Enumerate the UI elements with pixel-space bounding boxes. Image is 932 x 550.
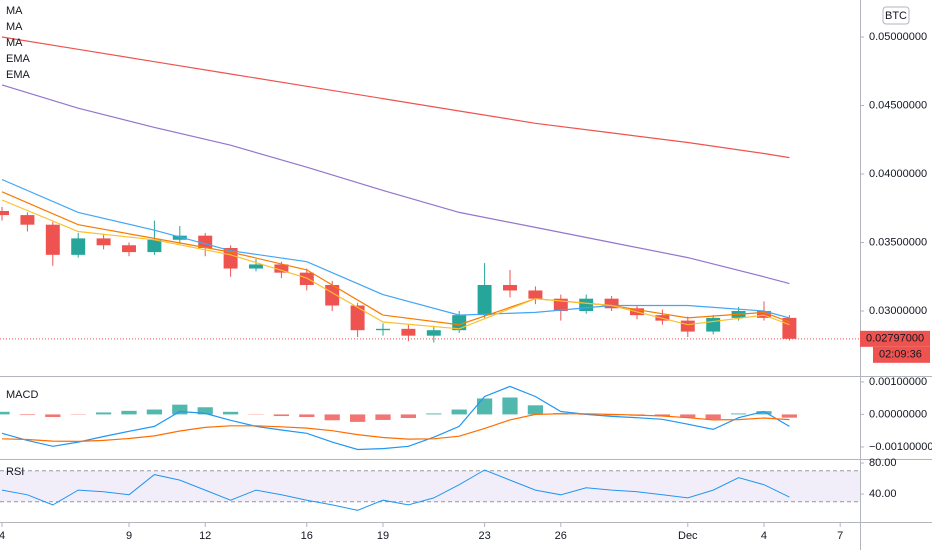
histogram-bar bbox=[121, 410, 137, 415]
candle-body bbox=[401, 328, 416, 336]
x-tick-label: Dec bbox=[678, 530, 698, 542]
histogram-bar bbox=[527, 405, 544, 415]
y-tick-label: 0.03500000 bbox=[869, 236, 927, 248]
candle-body bbox=[96, 238, 111, 246]
currency-label: BTC bbox=[885, 10, 907, 22]
y-tick-label: 0.05000000 bbox=[869, 31, 927, 43]
legend-label: MA bbox=[6, 21, 23, 33]
x-tick-label: 19 bbox=[377, 530, 389, 542]
candle-body bbox=[452, 315, 467, 331]
histogram-bar bbox=[400, 414, 417, 418]
pane-title: MACD bbox=[6, 389, 38, 401]
x-tick-label: 26 bbox=[555, 530, 567, 542]
histogram-bar bbox=[324, 414, 340, 421]
candle-body bbox=[426, 330, 441, 336]
candle-body bbox=[376, 328, 390, 331]
candle-body bbox=[249, 264, 263, 269]
histogram-bar bbox=[0, 411, 10, 415]
y-tick-label: 0.04000000 bbox=[869, 168, 927, 180]
candle-body bbox=[503, 284, 517, 291]
y-tick-label: 80.00 bbox=[869, 457, 897, 469]
histogram-bar bbox=[756, 411, 772, 415]
candle-body bbox=[706, 317, 721, 332]
last-price-box bbox=[860, 330, 930, 347]
candle-body bbox=[299, 272, 314, 285]
candle-body bbox=[274, 264, 289, 273]
histogram-bar bbox=[19, 414, 36, 416]
histogram-bar bbox=[146, 409, 163, 415]
countdown-label: 02:09:36 bbox=[879, 349, 922, 361]
candle-body bbox=[45, 224, 60, 255]
x-tick-label: 16 bbox=[301, 530, 313, 542]
legend-label: MA bbox=[6, 5, 23, 17]
histogram-bar bbox=[172, 404, 188, 415]
candle-body bbox=[350, 305, 365, 331]
candle-body bbox=[172, 235, 187, 240]
histogram-bar bbox=[476, 398, 493, 415]
last-price-label: 0.02797000 bbox=[866, 333, 924, 345]
candle-body bbox=[782, 317, 797, 339]
histogram-bar bbox=[299, 414, 315, 418]
candle-body bbox=[604, 298, 619, 309]
rsi-band bbox=[0, 470, 860, 502]
candle-body bbox=[680, 320, 695, 332]
histogram-bar bbox=[654, 414, 671, 417]
y-tick-label: 0.03000000 bbox=[869, 305, 927, 317]
histogram-bar bbox=[680, 414, 696, 418]
legend-label: EMA bbox=[6, 69, 31, 81]
histogram-bar bbox=[781, 414, 798, 418]
countdown-box bbox=[873, 346, 930, 363]
histogram-bar bbox=[426, 413, 442, 415]
y-tick-label: 0.00100000 bbox=[869, 376, 927, 388]
indicator-line bbox=[1, 199, 790, 330]
histogram-bar bbox=[45, 414, 61, 418]
histogram-bar bbox=[375, 414, 391, 420]
y-tick-label: 0.00000000 bbox=[869, 408, 927, 420]
y-tick-label: 40.00 bbox=[869, 488, 897, 500]
histogram-bar bbox=[502, 397, 518, 415]
histogram-bar bbox=[273, 414, 290, 417]
indicator-line bbox=[1, 84, 790, 285]
x-tick-label: 4 bbox=[0, 530, 5, 542]
y-tick-label: 0.04500000 bbox=[869, 99, 927, 111]
candle-body bbox=[528, 290, 543, 299]
histogram-bar bbox=[222, 411, 239, 415]
histogram-bar bbox=[730, 413, 747, 415]
legend-label: MA bbox=[6, 37, 23, 49]
candle-body bbox=[477, 284, 492, 316]
histogram-bar bbox=[349, 414, 366, 422]
candle-body bbox=[20, 215, 35, 225]
indicator-line bbox=[1, 36, 790, 159]
macd-line bbox=[1, 385, 790, 451]
pane-title: RSI bbox=[6, 466, 24, 478]
candle-body bbox=[579, 298, 594, 312]
y-tick-label: −0.00100000 bbox=[869, 441, 932, 453]
x-tick-label: 23 bbox=[478, 530, 490, 542]
macd-line bbox=[1, 413, 790, 443]
histogram-bar bbox=[451, 409, 467, 415]
candle-body bbox=[0, 210, 9, 216]
x-tick-label: 9 bbox=[126, 530, 132, 542]
histogram-bar bbox=[197, 407, 213, 415]
x-tick-label: 7 bbox=[837, 530, 843, 542]
candle-body bbox=[122, 245, 136, 253]
x-tick-label: 4 bbox=[761, 530, 767, 542]
currency-badge[interactable] bbox=[882, 6, 910, 25]
indicator-line bbox=[1, 191, 790, 326]
rsi-line bbox=[1, 469, 790, 511]
histogram-bar bbox=[95, 412, 112, 415]
histogram-bar bbox=[705, 414, 721, 420]
indicator-line bbox=[1, 178, 790, 319]
candle-body bbox=[757, 311, 771, 318]
candle-body bbox=[71, 238, 86, 255]
x-tick-label: 12 bbox=[199, 530, 211, 542]
legend-label: EMA bbox=[6, 53, 31, 65]
candle-body bbox=[147, 239, 162, 253]
